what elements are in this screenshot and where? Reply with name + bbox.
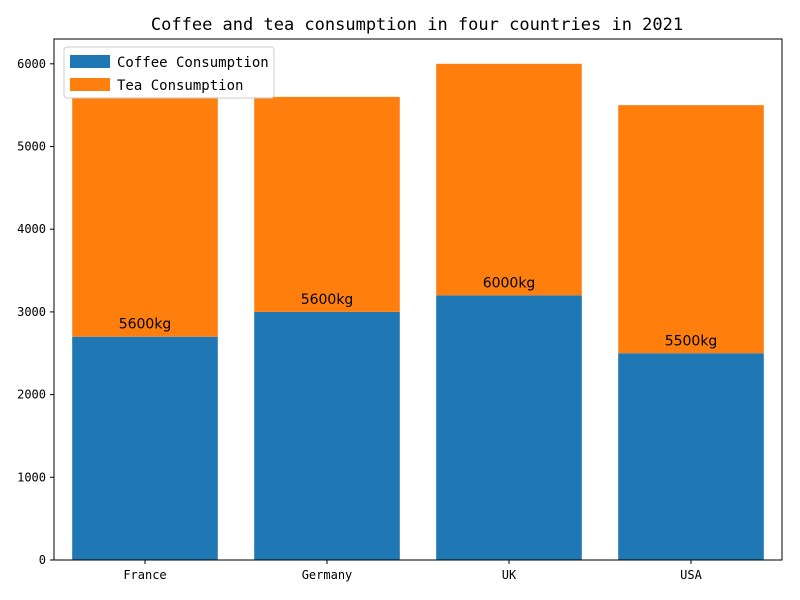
y-tick-label: 0 [39,553,46,567]
x-tick-label: USA [680,568,702,582]
y-tick-label: 4000 [17,222,46,236]
x-tick-label: Germany [302,568,353,582]
bar-coffee-usa [618,353,764,560]
bar-tea-germany [254,96,400,312]
legend-label-coffee: Coffee Consumption [117,55,269,71]
bar-coffee-uk [436,295,582,560]
x-tick-label: UK [502,568,517,582]
y-tick-label: 3000 [17,305,46,319]
legend-box [63,46,275,99]
data-labels: 5600kg 5600kg 6000kg 5500kg [119,275,718,349]
legend: Coffee Consumption Tea Consumption [63,46,275,99]
chart-title: Coffee and tea consumption in four count… [151,15,683,35]
data-label-germany: 5600kg [301,292,354,308]
plot-area [72,63,764,560]
data-label-usa: 5500kg [665,333,718,349]
plot-frame [53,38,783,561]
x-axis: France Germany UK USA [123,560,703,582]
legend-label-tea: Tea Consumption [117,78,243,94]
bar-tea-france [72,96,218,337]
data-label-uk: 6000kg [483,275,536,291]
y-tick-label: 2000 [17,388,46,402]
x-tick-label: France [123,568,166,582]
bar-coffee-france [72,336,218,560]
y-tick-label: 6000 [17,57,46,71]
bar-tea-usa [618,105,764,354]
data-label-france: 5600kg [119,317,172,333]
legend-swatch-coffee [70,55,110,68]
bar-coffee-germany [254,311,400,560]
legend-swatch-tea [70,78,110,91]
y-tick-label: 5000 [17,140,46,154]
y-tick-label: 1000 [17,470,46,484]
y-axis: 0 1000 2000 3000 4000 5000 6000 [17,57,54,567]
bar-tea-uk [436,63,582,296]
